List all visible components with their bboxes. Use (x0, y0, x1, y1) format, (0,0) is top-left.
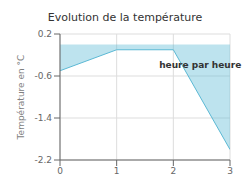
svg-text:Température en °C: Température en °C (16, 55, 26, 141)
svg-text:0: 0 (57, 166, 63, 176)
svg-text:heure par heure: heure par heure (159, 60, 241, 70)
svg-text:-0.6: -0.6 (34, 71, 52, 81)
svg-text:3: 3 (227, 166, 233, 176)
svg-text:0.2: 0.2 (38, 29, 52, 39)
html-text:Evolution de la température: Evolution de la température (47, 11, 203, 24)
svg-text:-2.2: -2.2 (34, 155, 52, 165)
svg-text:-1.4: -1.4 (34, 113, 52, 123)
svg-text:2: 2 (170, 166, 176, 176)
svg-text:1: 1 (114, 166, 120, 176)
